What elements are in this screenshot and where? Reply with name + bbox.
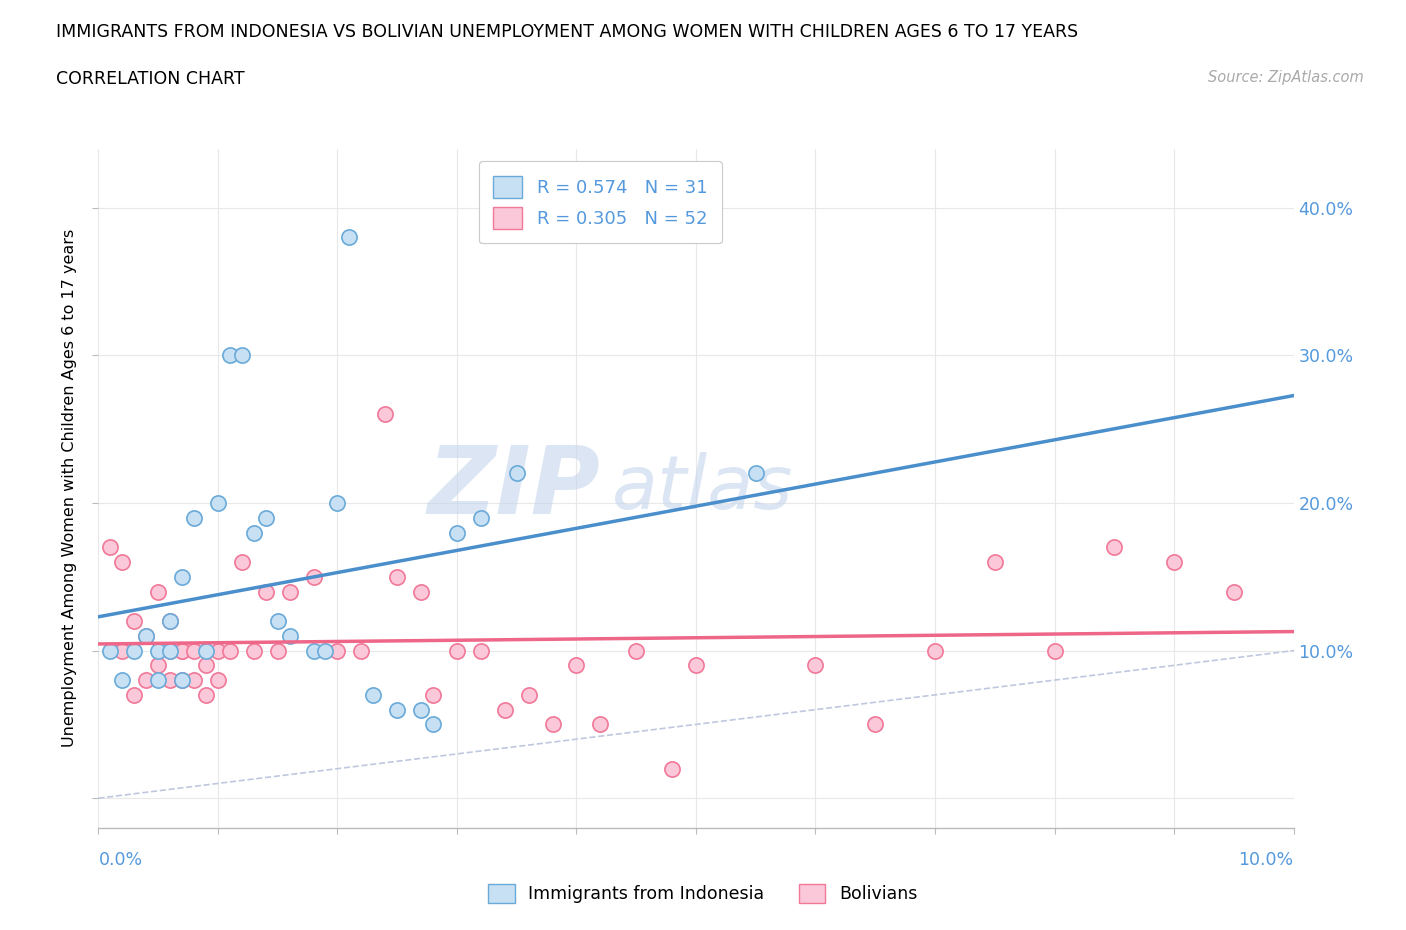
Point [135,629,157,644]
Point [172,569,194,584]
Point [172,672,194,687]
Point [159,614,181,629]
Point [100,644,122,658]
Point [124,687,146,702]
Point [302,644,325,658]
Point [195,644,218,658]
Point [589,717,612,732]
Point [315,644,337,658]
Point [111,672,134,687]
Point [267,644,290,658]
Point [243,525,266,540]
Point [1043,644,1066,658]
Point [685,658,707,672]
Point [422,717,444,732]
Point [124,644,146,658]
Point [326,496,349,511]
Point [172,644,194,658]
Point [541,717,564,732]
Point [243,644,266,658]
Point [494,702,516,717]
Point [172,672,194,687]
Text: atlas: atlas [613,452,794,525]
Point [124,614,146,629]
Point [411,702,433,717]
Point [385,569,409,584]
Point [148,644,170,658]
Text: CORRELATION CHART: CORRELATION CHART [56,70,245,87]
Text: ZIP: ZIP [427,443,600,534]
Point [148,672,170,687]
Point [924,644,946,658]
Point [254,511,277,525]
Point [278,629,301,644]
Point [350,644,373,658]
Point [148,584,170,599]
Point [254,584,277,599]
Point [195,658,218,672]
Point [183,672,205,687]
Point [374,407,396,422]
Point [745,466,768,481]
Legend: R = 0.574   N = 31, R = 0.305   N = 52: R = 0.574 N = 31, R = 0.305 N = 52 [479,161,721,243]
Point [231,554,253,569]
Y-axis label: Unemployment Among Women with Children Ages 6 to 17 years: Unemployment Among Women with Children A… [62,229,77,748]
Point [183,511,205,525]
Legend: Immigrants from Indonesia, Bolivians: Immigrants from Indonesia, Bolivians [481,877,925,910]
Point [984,554,1007,569]
Point [470,644,492,658]
Point [1223,584,1246,599]
Point [363,687,385,702]
Point [111,644,134,658]
Point [865,717,887,732]
Point [100,539,122,554]
Point [385,702,409,717]
Point [302,569,325,584]
Point [231,348,253,363]
Text: 10.0%: 10.0% [1239,851,1294,869]
Text: Source: ZipAtlas.com: Source: ZipAtlas.com [1208,70,1364,85]
Point [135,672,157,687]
Point [219,348,242,363]
Text: IMMIGRANTS FROM INDONESIA VS BOLIVIAN UNEMPLOYMENT AMONG WOMEN WITH CHILDREN AGE: IMMIGRANTS FROM INDONESIA VS BOLIVIAN UN… [56,23,1078,41]
Point [159,644,181,658]
Point [159,614,181,629]
Point [183,644,205,658]
Point [172,644,194,658]
Point [422,687,444,702]
Point [207,644,229,658]
Point [626,644,648,658]
Point [148,658,170,672]
Point [159,672,181,687]
Point [565,658,588,672]
Text: 0.0%: 0.0% [98,851,142,869]
Point [470,511,492,525]
Point [661,762,683,777]
Point [1163,554,1185,569]
Point [278,584,301,599]
Point [195,687,218,702]
Point [267,614,290,629]
Point [339,230,360,245]
Point [207,496,229,511]
Point [804,658,827,672]
Point [135,629,157,644]
Point [326,644,349,658]
Point [219,644,242,658]
Point [517,687,540,702]
Point [159,644,181,658]
Point [446,525,468,540]
Point [207,672,229,687]
Point [1104,539,1126,554]
Point [506,466,529,481]
Point [411,584,433,599]
Point [111,554,134,569]
Point [446,644,468,658]
